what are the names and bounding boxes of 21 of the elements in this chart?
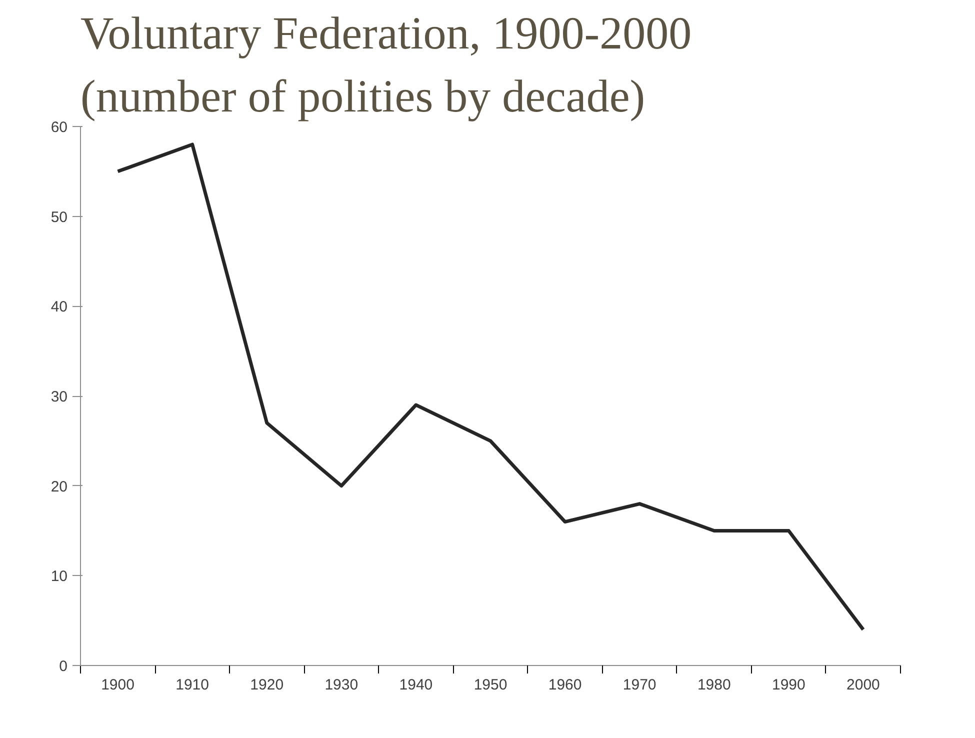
x-tick-label: 1950 — [474, 676, 508, 694]
x-tick-label: 1930 — [324, 676, 358, 694]
x-tick-label: 1940 — [399, 676, 433, 694]
x-tick-label: 1920 — [250, 676, 284, 694]
y-tick-label: 0 — [59, 658, 68, 675]
y-tick-label: 40 — [50, 298, 68, 316]
y-tick-label: 20 — [50, 478, 68, 496]
line-series — [116, 142, 865, 632]
y-tick-label: 10 — [50, 568, 68, 586]
y-tick-label: 30 — [50, 388, 68, 406]
x-tick-label: 2000 — [846, 676, 880, 694]
x-tick-label: 1960 — [548, 676, 582, 694]
x-tick-label: 1980 — [697, 676, 731, 694]
chart-title: Voluntary Federation, 1900-2000 — [80, 8, 692, 58]
x-tick-label: 1970 — [622, 676, 656, 694]
x-tick-label: 1990 — [772, 676, 806, 694]
x-tick-label: 1900 — [101, 676, 134, 694]
y-tick-label: 50 — [50, 208, 68, 226]
x-tick-label: 1910 — [176, 676, 210, 694]
chart-subtitle: (number of polities by decade) — [80, 70, 646, 122]
y-tick-label: 60 — [50, 119, 68, 136]
